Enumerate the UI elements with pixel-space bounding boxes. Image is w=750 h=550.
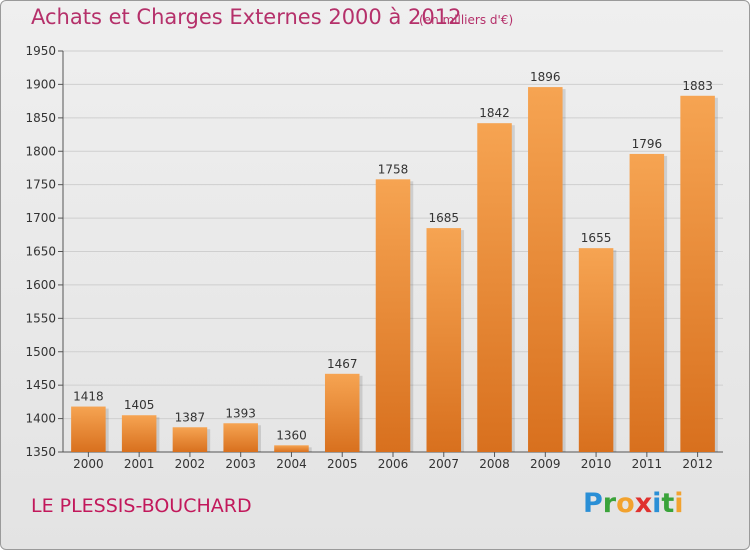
- x-tick-label: 2012: [682, 457, 713, 471]
- y-tick-label: 1600: [25, 278, 56, 292]
- y-tick-label: 1400: [25, 412, 56, 426]
- x-tick-label: 2002: [175, 457, 206, 471]
- logo-letter: r: [602, 488, 617, 519]
- chart-unit: (en milliers d'€): [419, 13, 514, 27]
- x-tick-label: 2001: [124, 457, 155, 471]
- logo-letter: x: [634, 488, 653, 519]
- logo-letter: i: [652, 488, 662, 519]
- bar-value-label: 1842: [479, 106, 510, 120]
- x-tick-label: 2010: [581, 457, 612, 471]
- y-tick-label: 1750: [25, 178, 56, 192]
- bar-value-label: 1393: [225, 406, 256, 420]
- proxiti-logo: Proxiti: [583, 488, 684, 519]
- bar-value-label: 1467: [327, 357, 358, 371]
- commune-name: LE PLESSIS-BOUCHARD: [31, 495, 252, 517]
- bar: [426, 228, 462, 452]
- bar: [375, 179, 411, 452]
- bar: [528, 87, 563, 452]
- bar-value-label: 1405: [124, 398, 155, 412]
- bar-value-label: 1796: [632, 137, 663, 151]
- bar: [172, 427, 208, 452]
- bar-value-label: 1758: [378, 162, 409, 176]
- x-tick-label: 2004: [276, 457, 307, 471]
- bar-value-label: 1418: [73, 390, 104, 404]
- bar-value-label: 1360: [276, 428, 307, 442]
- bar: [578, 248, 614, 452]
- bar-chart: 1350 1400 1450 1500 1550 1600 1650 1700 1750 1800…: [25, 44, 723, 471]
- x-tick-label: 2011: [632, 457, 663, 471]
- logo-letter: t: [661, 488, 675, 519]
- logo-letter: o: [616, 488, 635, 519]
- logo-letter: i: [674, 488, 684, 519]
- bar: [121, 415, 157, 452]
- x-tick-label: 2000: [73, 457, 104, 471]
- bar: [71, 406, 106, 452]
- x-tick-label: 2003: [225, 457, 256, 471]
- y-tick-label: 1850: [25, 111, 56, 125]
- bar-value-label: 1896: [530, 70, 561, 84]
- bar: [223, 423, 258, 452]
- y-tick-label: 1450: [25, 378, 56, 392]
- y-tick-label: 1500: [25, 345, 56, 359]
- bar: [274, 445, 309, 452]
- y-tick-label: 1800: [25, 144, 56, 158]
- y-tick-label: 1900: [25, 77, 56, 91]
- x-tick-label: 2005: [327, 457, 358, 471]
- bar-value-label: 1387: [175, 410, 206, 424]
- logo-letter: P: [583, 488, 603, 519]
- bar: [680, 95, 715, 453]
- bar: [324, 373, 360, 452]
- bar-value-label: 1883: [682, 79, 713, 93]
- y-tick-label: 1950: [25, 44, 56, 58]
- y-tick-label: 1350: [25, 445, 56, 459]
- y-tick-label: 1650: [25, 245, 56, 259]
- x-tick-label: 2008: [479, 457, 510, 471]
- x-tick-label: 2007: [428, 457, 459, 471]
- y-tick-label: 1550: [25, 311, 56, 325]
- bar: [629, 153, 665, 452]
- x-tick-label: 2006: [378, 457, 409, 471]
- x-tick-label: 2009: [530, 457, 561, 471]
- y-tick-label: 1700: [25, 211, 56, 225]
- chart-title: Achats et Charges Externes 2000 à 2012: [31, 5, 462, 29]
- bar-value-label: 1685: [428, 211, 459, 225]
- bar-value-label: 1655: [581, 231, 612, 245]
- bar: [477, 123, 512, 453]
